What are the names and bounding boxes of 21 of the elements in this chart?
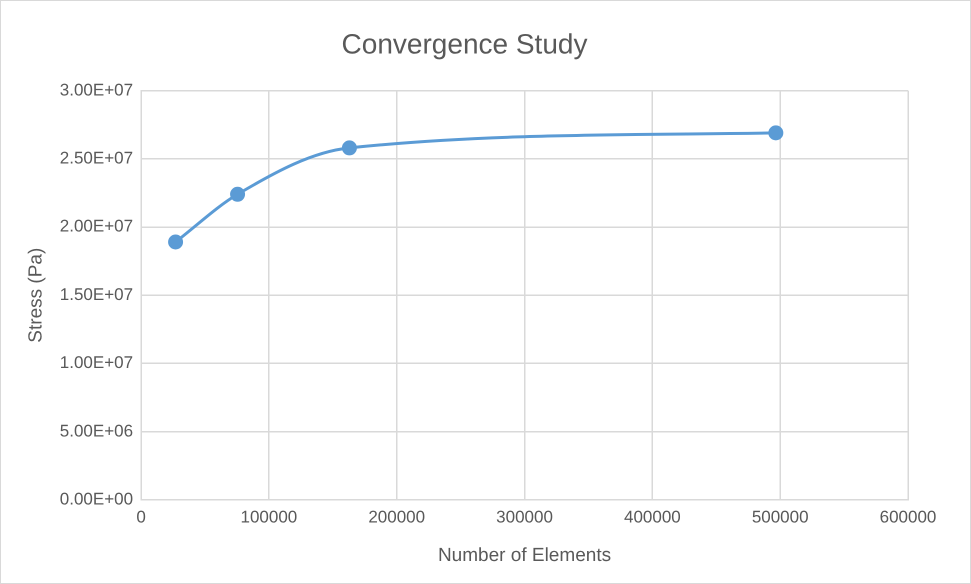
chart-title: Convergence Study bbox=[342, 28, 588, 60]
x-tick-label: 100000 bbox=[240, 508, 298, 527]
y-tick-label: 5.00E+06 bbox=[60, 421, 134, 440]
y-tick-label: 1.00E+07 bbox=[60, 353, 134, 372]
y-tick-label: 1.50E+07 bbox=[60, 284, 134, 304]
point bbox=[168, 234, 184, 250]
y-tick-label: 2.50E+07 bbox=[60, 148, 134, 168]
y-tick-label: 2.00E+07 bbox=[60, 216, 134, 236]
y-tick-label: 3.00E+07 bbox=[60, 80, 134, 100]
point bbox=[230, 186, 246, 202]
x-tick-label: 300000 bbox=[496, 508, 553, 527]
y-tick-label: 0.00E+00 bbox=[60, 489, 134, 508]
x-tick-label: 400000 bbox=[624, 508, 681, 527]
x-tick-label: 200000 bbox=[368, 508, 426, 527]
point bbox=[342, 140, 357, 156]
x-tick-label: 0 bbox=[136, 508, 146, 527]
x-tick-label: 500000 bbox=[752, 508, 809, 527]
x-tick-label: 600000 bbox=[880, 508, 936, 527]
x-axis-title: Number of Elements bbox=[438, 544, 612, 566]
point bbox=[768, 125, 784, 140]
y-axis-title: Stress (Pa) bbox=[26, 248, 47, 343]
